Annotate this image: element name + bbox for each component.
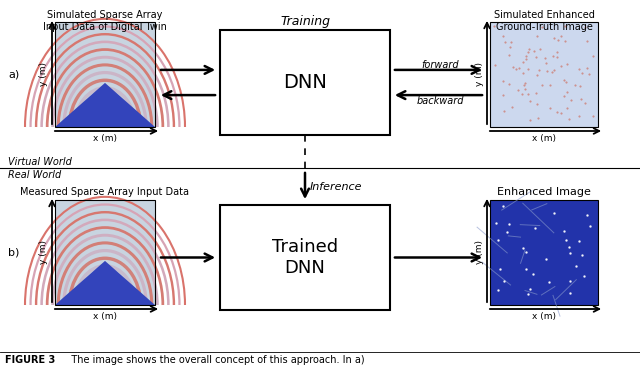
Text: y (m): y (m) xyxy=(40,63,49,86)
Text: Training: Training xyxy=(280,15,330,29)
Text: Simulated Enhanced
Ground-Truth Image: Simulated Enhanced Ground-Truth Image xyxy=(493,10,595,32)
Text: forward: forward xyxy=(421,60,459,70)
Bar xyxy=(220,205,390,310)
Polygon shape xyxy=(55,83,155,127)
Text: x (m): x (m) xyxy=(93,313,117,322)
Text: b): b) xyxy=(8,247,19,257)
Text: Simulated Sparse Array
Input Data of Digital Twin: Simulated Sparse Array Input Data of Dig… xyxy=(43,10,167,32)
Bar xyxy=(55,22,155,127)
Bar xyxy=(220,30,390,135)
Text: Measured Sparse Array Input Data: Measured Sparse Array Input Data xyxy=(20,187,189,197)
Text: Virtual World: Virtual World xyxy=(8,157,72,167)
Bar xyxy=(55,22,155,127)
Bar xyxy=(490,200,598,305)
Text: a): a) xyxy=(8,69,19,80)
Text: Real World: Real World xyxy=(8,170,61,180)
Text: Inference: Inference xyxy=(310,181,362,192)
Text: x (m): x (m) xyxy=(532,313,556,322)
Text: FIGURE 3: FIGURE 3 xyxy=(5,355,55,365)
Text: x (m): x (m) xyxy=(93,135,117,144)
Bar xyxy=(55,200,155,305)
Bar xyxy=(490,22,598,127)
Text: y (m): y (m) xyxy=(474,63,483,86)
Text: y (m): y (m) xyxy=(40,241,49,265)
Polygon shape xyxy=(55,261,155,305)
Text: y (m): y (m) xyxy=(474,241,483,265)
Text: Trained
DNN: Trained DNN xyxy=(272,238,338,277)
Text: Enhanced Image: Enhanced Image xyxy=(497,187,591,197)
Bar xyxy=(55,200,155,305)
Text: x (m): x (m) xyxy=(532,135,556,144)
Text: The image shows the overall concept of this approach. In a): The image shows the overall concept of t… xyxy=(62,355,365,365)
Text: DNN: DNN xyxy=(283,73,327,92)
Text: backward: backward xyxy=(416,96,464,106)
